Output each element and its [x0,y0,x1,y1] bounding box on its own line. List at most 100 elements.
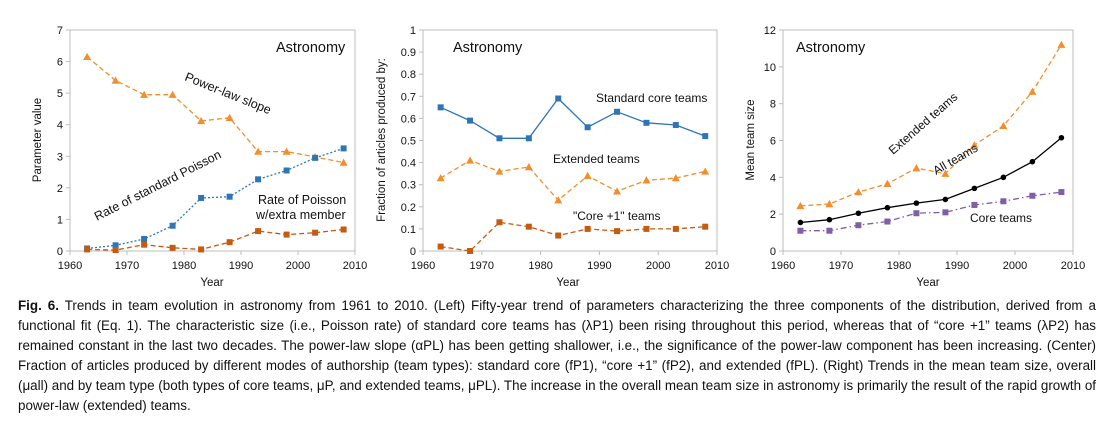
series-line-rate-of-standard-poisson [87,147,344,250]
data-point-standard-core-teams [643,119,650,126]
y-axis-label: Mean team size [745,99,757,180]
left-panel: 0 1 2 3 4 5 6 7 1960 1970 1980 1990 2000 2010 Astrono… [32,25,367,289]
data-point-power-law-slope [225,113,234,121]
y-tick-label: 2 [770,209,776,221]
data-point-rate-of-standard-poisson [169,222,176,229]
x-tick-label: 2010 [1061,260,1085,272]
series-group [796,40,1066,234]
y-tick-label: 1 [410,25,416,37]
data-point-extended-teams [466,156,475,164]
x-axis-label: Year [916,277,939,289]
data-point-extended-teams [796,201,805,210]
data-point-rate-of-standard-poisson [226,193,233,200]
data-point-rate-of-standard-poisson [312,154,319,161]
data-point-power-law-slope [339,158,348,166]
data-point-standard-core-teams [702,133,709,140]
series-line-extended-teams [440,159,706,202]
data-point-power-law-slope [197,116,206,125]
data-point-core-teams [1058,189,1065,196]
data-point-core-teams [884,218,891,225]
data-point-rate-of-standard-poisson [141,236,148,243]
figure-caption: Fig. 6. Trends in team evolution in astr… [18,296,1096,416]
data-point-core-teams [942,209,949,216]
axes: 0 1 2 3 4 5 6 7 1960 1970 1980 1990 2000 2010 [57,25,367,272]
annotation-extended-teams: Extended teams [886,90,961,157]
y-tick-label: 0.7 [401,91,416,103]
data-point-core-teams [855,222,862,229]
series-line-extended-teams [800,44,1062,207]
data-point-all-teams [913,200,920,206]
y-tick-label: 7 [57,25,63,37]
axes: 0 0.1 0.2 0.3 0.4 0.5 0.6 0.7 0.8 0.9 1 1960 1970 198… [401,25,730,272]
data-point-rate-of-standard-poisson [340,145,347,152]
y-axis-label: Parameter value [32,98,44,182]
data-point-core-teams [826,227,833,234]
y-tick-label: 0.3 [401,180,416,192]
y-tick-label: 4 [57,120,63,132]
data-point-core-1-teams [555,232,562,239]
annotation-core-plus-one-teams: "Core +1" teams [573,209,661,223]
data-point-core-1-teams [702,223,709,230]
data-point-extended-teams [671,174,680,182]
y-tick-label: 0.5 [401,136,416,148]
data-point-rate-of-standard-poisson [198,194,205,201]
caption-text: Trends in team evolution in astronomy fr… [18,298,1096,413]
data-point-power-law-slope [83,52,92,61]
data-point-extended-teams [583,171,592,180]
data-point-extended-teams [941,169,950,177]
center-panel: 0 0.1 0.2 0.3 0.4 0.5 0.6 0.7 0.8 0.9 1 1960 1970 198… [376,25,729,289]
series-line-core-teams [800,191,1062,232]
data-point-core-1-teams [584,225,591,232]
plot-frame [69,29,356,252]
series-line-rate-of-poisson-w-extra-member [87,228,344,251]
data-point-rate-of-poisson-w-extra-member [198,246,205,253]
data-point-extended-teams [436,174,445,182]
data-point-rate-of-poisson-w-extra-member [340,226,347,233]
data-point-power-law-slope [282,147,291,155]
data-point-standard-core-teams [614,108,621,115]
series-line-core-1-teams [440,221,706,252]
y-tick-label: 6 [57,57,63,69]
y-tick-label: 0.2 [401,202,416,214]
data-point-core-1-teams [437,243,444,250]
data-point-extended-teams [854,188,863,196]
x-tick-label: 1970 [470,260,494,272]
data-point-all-teams [884,204,891,211]
data-point-extended-teams [495,167,504,175]
data-point-all-teams [971,185,978,192]
panel-title: Astronomy [453,40,523,56]
y-tick-label: 0.8 [401,69,416,81]
x-tick-label: 2010 [343,260,367,272]
data-point-core-teams [1000,198,1007,205]
y-tick-label: 0 [410,246,416,258]
data-point-rate-of-poisson-w-extra-member [226,239,233,246]
data-point-all-teams [1058,134,1065,141]
data-point-extended-teams [554,196,563,204]
data-point-extended-teams [912,164,921,172]
y-tick-label: 0 [57,246,63,258]
data-point-extended-teams [613,187,622,195]
y-tick-label: 12 [764,25,776,37]
data-point-all-teams [855,210,862,217]
x-tick-label: 1980 [887,260,911,272]
data-point-rate-of-poisson-w-extra-member [255,228,262,235]
data-point-rate-of-poisson-w-extra-member [141,241,148,248]
data-point-extended-teams [1028,87,1037,95]
data-point-extended-teams [701,167,710,175]
panel-title: Astronomy [796,40,866,56]
x-tick-label: 1980 [172,260,196,272]
data-point-standard-core-teams [555,95,562,102]
data-point-core-1-teams [525,223,532,230]
data-point-core-1-teams [643,225,650,232]
x-tick-label: 1960 [58,260,82,272]
data-point-extended-teams [642,176,651,184]
x-axis-label: Year [556,277,579,289]
data-point-standard-core-teams [496,135,503,142]
data-point-rate-of-poisson-w-extra-member [312,229,319,236]
annotation-rate-standard-poisson: Rate of standard Poisson [92,147,223,223]
data-point-extended-teams [825,200,834,208]
data-point-standard-core-teams [437,104,444,111]
y-tick-label: 10 [764,62,776,74]
data-point-power-law-slope [254,147,263,155]
